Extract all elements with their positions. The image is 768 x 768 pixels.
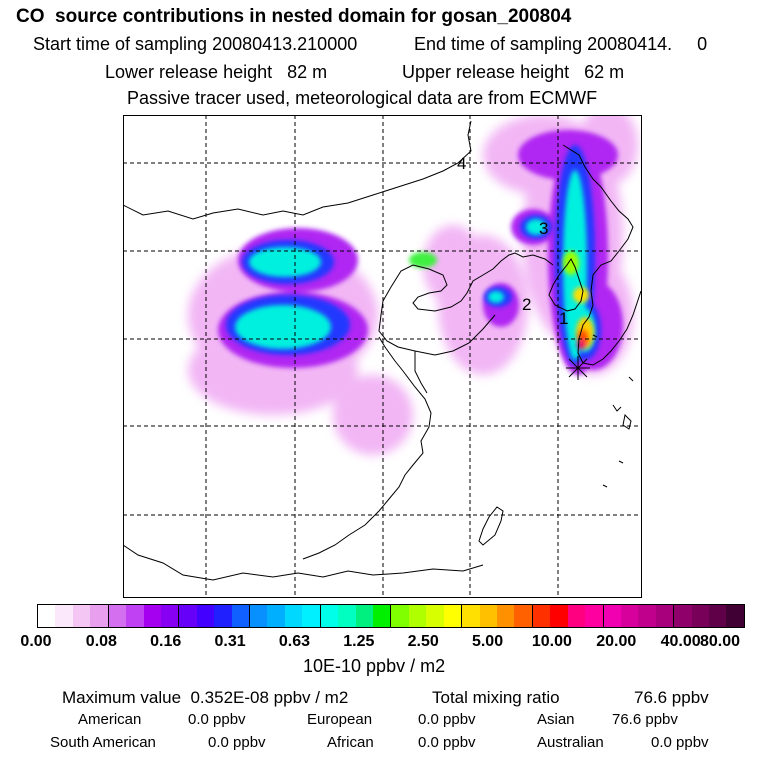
colorbar-swatch	[284, 605, 303, 627]
colorbar-swatch	[250, 605, 268, 627]
max-value-label: Maximum value 0.352E-08 ppbv / m2	[62, 688, 349, 707]
colorbar-swatch	[143, 605, 161, 627]
colorbar-swatch	[620, 605, 639, 627]
tracer-note: Passive tracer used, meteorological data…	[127, 88, 598, 108]
colorbar-swatch	[550, 605, 568, 627]
region-australian-value: 0.0 ppbv	[651, 734, 709, 751]
region-south-american-name: South American	[50, 734, 156, 751]
end-time-label: End time of sampling 20080414. 0	[414, 34, 708, 54]
colorbar-swatch	[231, 605, 251, 627]
colorbar-swatch	[691, 605, 710, 627]
colorbar-swatch	[267, 605, 285, 627]
colorbar-swatch	[603, 605, 621, 627]
colorbar-swatch	[108, 605, 127, 627]
map-label-2: 2	[522, 295, 531, 314]
map-panel: 1 2 3 4	[123, 115, 642, 598]
region-south-american-value: 0.0 ppbv	[208, 734, 266, 751]
total-mixing-value: 76.6 ppbv	[634, 688, 709, 707]
region-asian-value: 76.6 ppbv	[612, 711, 678, 728]
colorbar-swatch	[391, 605, 409, 627]
colorbar-tick-label: 0.00	[20, 633, 52, 650]
colorbar-swatch	[443, 605, 463, 627]
colorbar-swatch	[462, 605, 480, 627]
colorbar-swatch	[674, 605, 692, 627]
upper-release-label: Upper release height 62 m	[402, 62, 625, 82]
colorbar-tick-label: 40.00	[660, 633, 701, 650]
colorbar-tick-label: 0.16	[150, 633, 182, 650]
colorbar-swatch	[196, 605, 215, 627]
chart-title: CO source contributions in nested domain…	[16, 6, 572, 27]
colorbar-swatch	[479, 605, 497, 627]
region-american-value: 0.0 ppbv	[188, 711, 246, 728]
colorbar-tick-label: 5.00	[471, 633, 504, 650]
colorbar-tick-label: 20.00	[596, 633, 637, 650]
region-african-name: African	[327, 734, 374, 751]
colorbar-swatch	[408, 605, 427, 627]
colorbar-swatch	[320, 605, 339, 627]
colorbar-swatch	[214, 605, 232, 627]
region-european-value: 0.0 ppbv	[418, 711, 476, 728]
colorbar-swatch	[338, 605, 356, 627]
colorbar-swatch	[355, 605, 374, 627]
map-label-3: 3	[539, 219, 548, 238]
colorbar-swatch	[373, 605, 392, 627]
colorbar	[37, 604, 745, 628]
region-american-name: American	[78, 711, 142, 728]
map-label-1: 1	[559, 309, 568, 328]
plume-core	[409, 251, 594, 350]
colorbar-swatch	[426, 605, 444, 627]
colorbar-swatch	[655, 605, 675, 627]
coastlines	[123, 120, 642, 581]
colorbar-swatch	[585, 605, 604, 627]
colorbar-tick-label: 1.25	[343, 633, 375, 650]
colorbar-tick-label: 0.08	[85, 633, 117, 650]
colorbar-swatch	[160, 605, 180, 627]
colorbar-swatch	[179, 605, 197, 627]
region-asian-name: Asian	[537, 711, 575, 728]
total-mixing-label: Total mixing ratio	[432, 688, 560, 707]
colorbar-unit: 10E-10 ppbv / m2	[303, 656, 446, 676]
colorbar-swatch	[38, 605, 56, 627]
graticule	[123, 115, 642, 598]
colorbar-swatch	[90, 605, 109, 627]
colorbar-tick-label: 10.00	[531, 633, 572, 650]
start-time-label: Start time of sampling 20080413.210000	[33, 34, 358, 54]
colorbar-swatch	[532, 605, 551, 627]
colorbar-swatch	[55, 605, 73, 627]
region-australian-name: Australian	[537, 734, 604, 751]
colorbar-tick-label: 0.31	[214, 633, 246, 650]
colorbar-swatch	[638, 605, 656, 627]
colorbar-swatch	[496, 605, 515, 627]
colorbar-swatch	[709, 605, 727, 627]
colorbar-tick-label: 2.50	[407, 633, 439, 650]
colorbar-swatch	[302, 605, 321, 627]
receptor-marker	[566, 356, 590, 380]
colorbar-tick-label: 80.00	[699, 633, 741, 650]
map-svg: 1 2 3 4	[123, 115, 642, 598]
region-european-name: European	[307, 711, 373, 728]
colorbar-swatch	[514, 605, 533, 627]
colorbar-swatch	[72, 605, 91, 627]
colorbar-swatch	[567, 605, 586, 627]
colorbar-tick-label: 0.63	[278, 633, 311, 650]
lower-release-label: Lower release height 82 m	[105, 62, 328, 82]
map-label-4: 4	[457, 154, 466, 173]
colorbar-swatch	[126, 605, 144, 627]
region-african-value: 0.0 ppbv	[418, 734, 476, 751]
colorbar-swatch	[726, 605, 744, 627]
